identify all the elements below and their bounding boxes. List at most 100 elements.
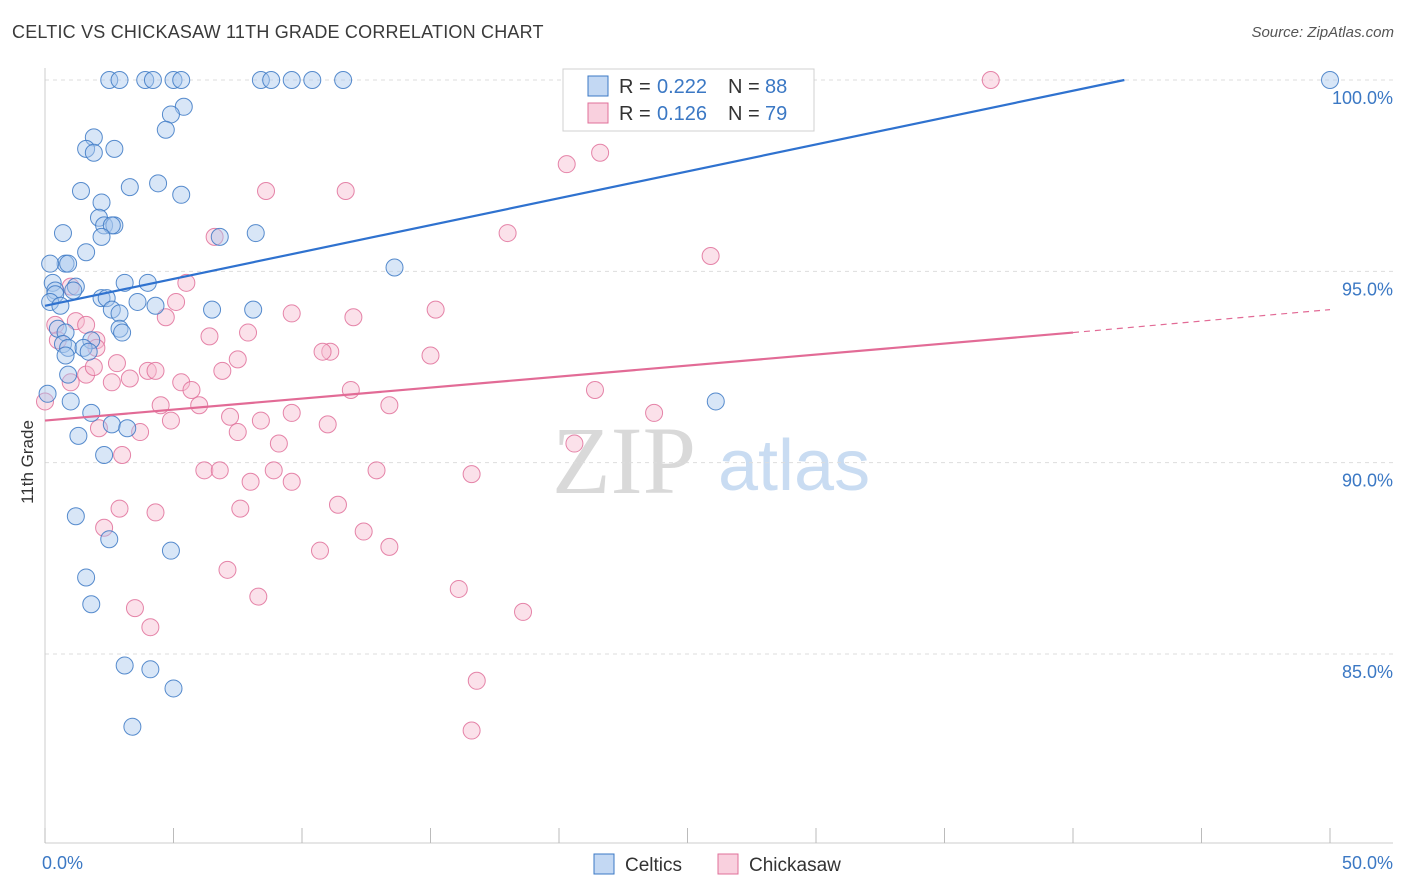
celtics-point-19 bbox=[149, 174, 168, 193]
y-tick-label-1: 95.0% bbox=[1342, 279, 1393, 299]
celtics-point-51 bbox=[110, 304, 129, 323]
chickasaw-point-60 bbox=[110, 499, 129, 518]
y-tick-label-2: 90.0% bbox=[1342, 471, 1393, 491]
celtics-point-79 bbox=[141, 660, 160, 679]
bottom-legend-swatch-celtics bbox=[593, 853, 615, 875]
celtics-point-77 bbox=[82, 595, 101, 614]
chickasaw-point-1 bbox=[591, 143, 610, 162]
celtics-point-29 bbox=[53, 224, 72, 243]
celtics-point-68 bbox=[706, 392, 725, 411]
celtics-point-23 bbox=[92, 193, 111, 212]
bottom-legend-celtics: Celtics bbox=[625, 855, 682, 876]
chickasaw-point-56 bbox=[367, 461, 386, 480]
celtics-point-4 bbox=[164, 71, 183, 89]
source-label: Source: ZipAtlas.com bbox=[1251, 24, 1394, 41]
celtics-points bbox=[38, 71, 1339, 736]
celtics-point-63 bbox=[56, 346, 75, 365]
chickasaw-point-53 bbox=[195, 461, 214, 480]
chickasaw-point-65 bbox=[354, 522, 373, 541]
chickasaw-point-15 bbox=[66, 312, 85, 331]
chickasaw-point-64 bbox=[95, 518, 114, 537]
celtics-point-11 bbox=[1321, 71, 1339, 89]
celtics-point-76 bbox=[77, 568, 96, 587]
chickasaw-point-24 bbox=[313, 342, 332, 361]
legend-swatch-chickasaw bbox=[587, 102, 609, 124]
trend-lines bbox=[44, 78, 1331, 422]
chickasaw-point-31 bbox=[213, 361, 232, 380]
chickasaw-point-10 bbox=[167, 292, 186, 311]
celtics-point-58 bbox=[82, 331, 101, 350]
chickasaw-point-41 bbox=[251, 411, 270, 430]
chart-title: CELTIC VS CHICKASAW 11TH GRADE CORRELATI… bbox=[12, 22, 544, 42]
celtics-point-72 bbox=[95, 446, 114, 465]
celtics-point-67 bbox=[82, 403, 101, 422]
chickasaw-point-35 bbox=[172, 373, 191, 392]
chickasaw-point-39 bbox=[190, 396, 209, 415]
chickasaw-point-44 bbox=[645, 403, 664, 422]
celtics-point-35 bbox=[59, 254, 78, 273]
chickasaw-point-74 bbox=[467, 671, 486, 690]
bottom-legend: Celtics Chickasaw bbox=[593, 853, 841, 876]
chickasaw-point-57 bbox=[462, 465, 481, 484]
celtics-point-0 bbox=[100, 71, 119, 89]
legend: R = 0.222 N = 88 R = 0.126 N = 79 bbox=[562, 68, 815, 132]
celtics-point-27 bbox=[102, 216, 121, 235]
watermark-atlas: atlas bbox=[718, 426, 870, 506]
chickasaw-point-6 bbox=[205, 227, 224, 246]
chickasaw-point-13 bbox=[156, 308, 175, 327]
celtics-point-66 bbox=[61, 392, 80, 411]
celtics-point-7 bbox=[262, 71, 281, 89]
celtics-point-10 bbox=[334, 71, 353, 89]
celtics-point-21 bbox=[71, 181, 90, 200]
chickasaw-point-12 bbox=[344, 308, 363, 327]
chickasaw-point-26 bbox=[228, 350, 247, 369]
chickasaw-point-2 bbox=[557, 155, 576, 174]
chickasaw-point-33 bbox=[102, 373, 121, 392]
celtics-point-20 bbox=[120, 178, 139, 197]
celtics-point-36 bbox=[385, 258, 404, 277]
celtics-point-48 bbox=[128, 292, 147, 311]
celtics-point-39 bbox=[64, 281, 83, 300]
celtics-point-18 bbox=[105, 139, 124, 158]
celtics-point-62 bbox=[79, 342, 98, 361]
chickasaw-point-46 bbox=[161, 411, 180, 430]
celtics-point-74 bbox=[100, 530, 119, 549]
chickasaw-point-11 bbox=[282, 304, 301, 323]
celtics-point-30 bbox=[210, 227, 229, 246]
celtics-point-78 bbox=[115, 656, 134, 675]
chickasaw-point-8 bbox=[177, 273, 196, 292]
celtics-trend-line bbox=[44, 78, 1125, 307]
celtics-point-42 bbox=[115, 273, 134, 292]
celtics-point-53 bbox=[244, 300, 263, 319]
legend-swatch-celtics bbox=[587, 75, 609, 97]
celtics-point-80 bbox=[164, 679, 183, 698]
x-tick-label-1: 50.0% bbox=[1342, 853, 1393, 873]
tick-labels: 100.0% 95.0% 90.0% 85.0% 0.0% 50.0% bbox=[42, 88, 1393, 873]
chickasaw-point-59 bbox=[241, 472, 260, 491]
celtics-point-71 bbox=[69, 426, 88, 445]
celtics-point-6 bbox=[251, 71, 270, 89]
chickasaw-point-42 bbox=[282, 403, 301, 422]
chickasaw-point-0 bbox=[981, 71, 1000, 89]
axes bbox=[44, 68, 1393, 844]
chickasaw-trend-line bbox=[44, 331, 1074, 422]
celtics-point-2 bbox=[136, 71, 155, 89]
celtics-point-13 bbox=[161, 105, 180, 124]
chickasaw-point-54 bbox=[210, 461, 229, 480]
chickasaw-point-62 bbox=[231, 499, 250, 518]
legend-chickasaw-n-value: 79 bbox=[765, 103, 787, 125]
celtics-point-64 bbox=[59, 365, 78, 384]
celtics-point-31 bbox=[246, 224, 265, 243]
chickasaw-point-5 bbox=[498, 224, 517, 243]
celtics-point-8 bbox=[282, 71, 301, 89]
bottom-legend-chickasaw: Chickasaw bbox=[749, 855, 841, 876]
celtics-point-70 bbox=[118, 419, 137, 438]
celtics-point-34 bbox=[41, 254, 60, 273]
y-tick-label-0: 100.0% bbox=[1332, 88, 1393, 108]
chickasaw-trend-extension bbox=[1072, 309, 1331, 334]
watermark-zip: ZIP bbox=[552, 407, 696, 514]
celtics-point-3 bbox=[143, 71, 162, 89]
celtics-point-32 bbox=[77, 243, 96, 262]
chickasaw-point-71 bbox=[514, 602, 533, 621]
chickasaw-point-7 bbox=[701, 247, 720, 266]
